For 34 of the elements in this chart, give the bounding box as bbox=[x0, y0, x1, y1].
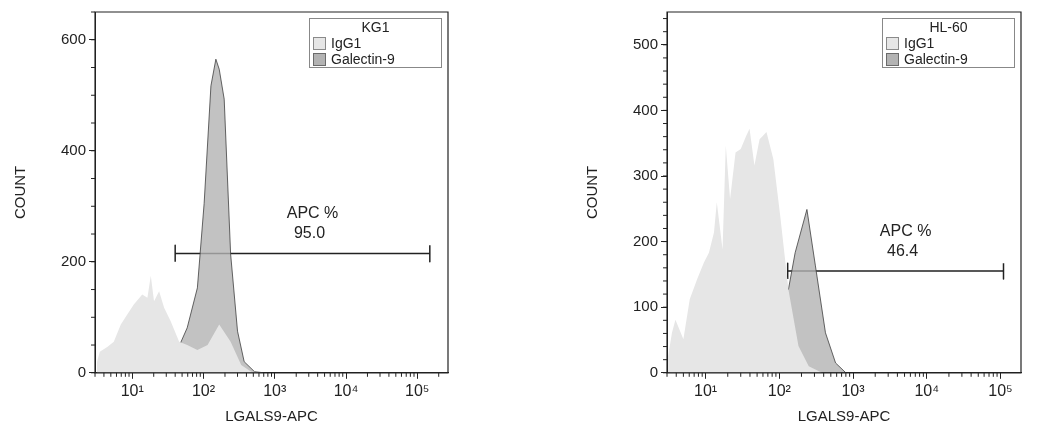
x-tick-label: 10¹ bbox=[694, 381, 718, 399]
y-tick-label: 600 bbox=[61, 29, 87, 47]
x-tick-label: 10⁵ bbox=[405, 381, 430, 399]
legend-label: Galectin-9 bbox=[331, 51, 395, 67]
x-tick-label: 10¹ bbox=[120, 381, 144, 399]
y-tick-label: 200 bbox=[61, 251, 87, 269]
legend-label: Galectin-9 bbox=[904, 51, 968, 67]
x-tick-label: 10² bbox=[191, 381, 216, 399]
y-axis-title: COUNT bbox=[11, 165, 29, 220]
x-axis-title: LGALS9-APC bbox=[797, 407, 891, 425]
legend-title: KG1 bbox=[360, 19, 391, 35]
y-tick-label: 200 bbox=[633, 231, 659, 249]
annotation: 95.0 bbox=[293, 223, 326, 241]
x-tick-label: 10³ bbox=[841, 381, 866, 399]
legend-label: IgG1 bbox=[331, 35, 362, 51]
x-tick-label: 10³ bbox=[263, 381, 288, 399]
y-tick-label: 300 bbox=[633, 166, 659, 184]
x-tick-label: 10⁴ bbox=[333, 381, 359, 399]
x-axis-title: LGALS9-APC bbox=[225, 407, 318, 425]
y-tick-label: 500 bbox=[633, 34, 659, 52]
x-tick-label: 10² bbox=[767, 381, 792, 399]
x-tick-label: 10⁵ bbox=[988, 381, 1013, 399]
annotation: 46.4 bbox=[887, 241, 919, 259]
annotation: APC % bbox=[286, 203, 339, 221]
y-tick-label: 0 bbox=[649, 362, 659, 380]
y-tick-label: 400 bbox=[61, 140, 87, 158]
y-tick-label: 400 bbox=[633, 100, 659, 118]
y-tick-label: 0 bbox=[77, 362, 87, 380]
x-tick-label: 10⁴ bbox=[914, 381, 940, 399]
legend-label: IgG1 bbox=[904, 35, 935, 51]
y-tick-label: 100 bbox=[633, 297, 659, 315]
annotation: APC % bbox=[879, 221, 932, 239]
legend-title: HL-60 bbox=[928, 19, 969, 35]
y-axis-title: COUNT bbox=[583, 165, 601, 220]
